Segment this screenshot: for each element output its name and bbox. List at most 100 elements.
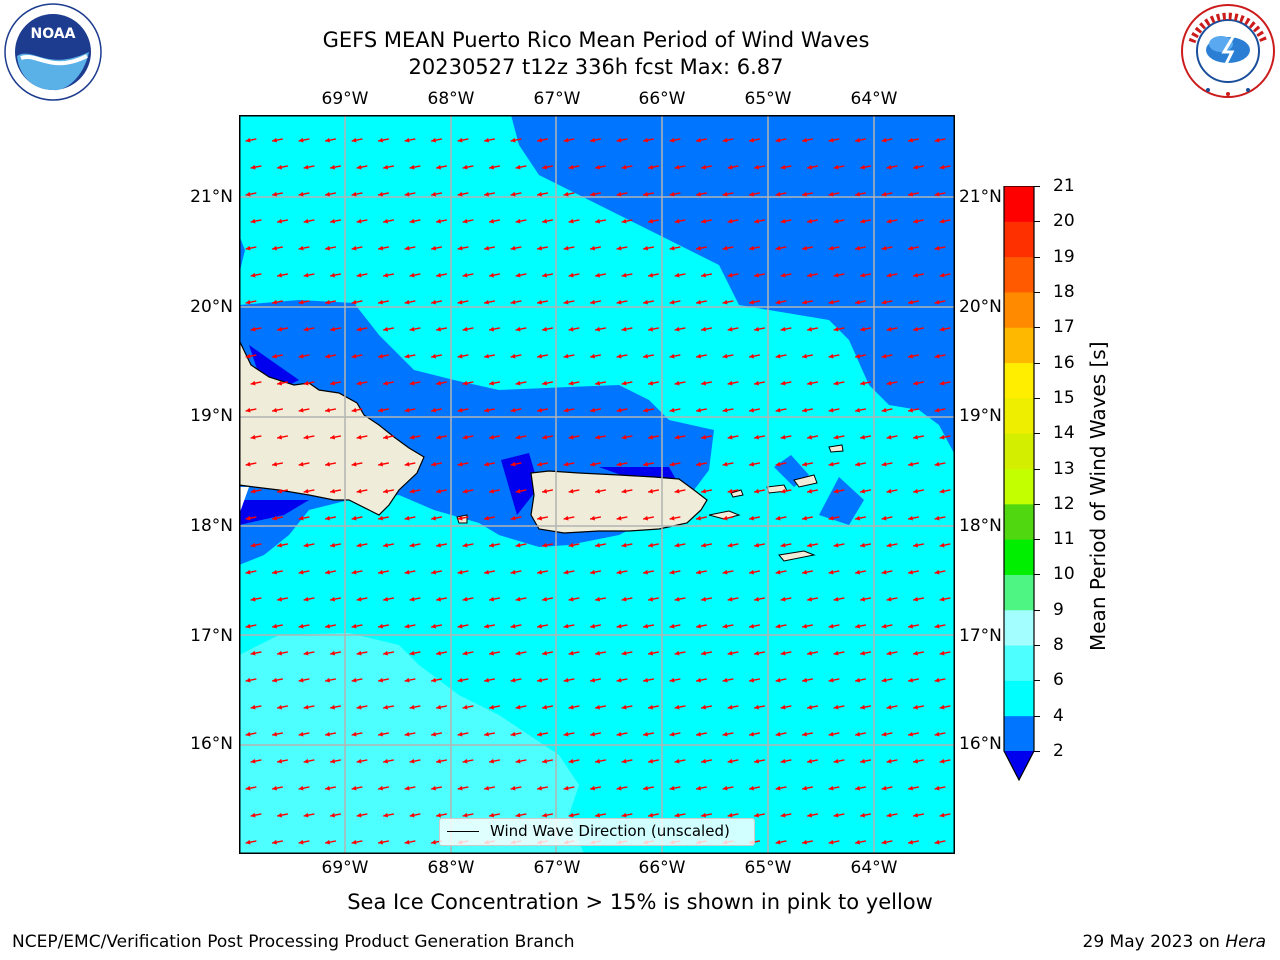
wave-direction-arrow (648, 164, 659, 170)
wave-direction-arrow (590, 623, 601, 629)
wave-direction-arrow (722, 677, 734, 683)
wave-direction-arrow (696, 785, 707, 791)
wave-direction-arrow (701, 164, 712, 170)
footer-date-text: 29 May 2023 on (1082, 932, 1226, 952)
wave-direction-arrow (457, 569, 469, 575)
wave-direction-arrow (568, 434, 580, 440)
wave-direction-arrow (457, 677, 469, 683)
wave-direction-arrow (484, 191, 495, 197)
wave-direction-arrow (727, 164, 739, 170)
wave-direction-arrow (537, 623, 548, 629)
wave-direction-arrow (939, 812, 951, 818)
wave-direction-arrow (383, 164, 394, 170)
wave-direction-arrow (330, 704, 341, 710)
wave-direction-arrow (436, 812, 447, 818)
wave-direction-arrow (351, 515, 363, 521)
wave-direction-arrow (378, 299, 389, 305)
wave-direction-arrow (669, 623, 681, 629)
wave-direction-arrow (568, 272, 580, 278)
colorbar-tick-mark (1034, 539, 1040, 541)
wave-direction-arrow (749, 785, 760, 791)
wave-direction-arrow (727, 758, 739, 764)
wave-direction-arrow (356, 704, 368, 710)
wave-direction-arrow (537, 353, 548, 359)
wave-direction-arrow (886, 542, 898, 548)
wave-direction-arrow (378, 461, 389, 467)
lon-label-bottom-69: 69°W (321, 858, 369, 878)
lat-label-left-20: 20°N (190, 297, 233, 317)
wave-direction-arrow (250, 596, 262, 602)
wave-direction-arrow (833, 542, 845, 548)
wave-direction-arrow (696, 245, 707, 251)
wave-direction-arrow (272, 623, 283, 629)
wave-direction-arrow (303, 218, 315, 224)
wave-direction-arrow (802, 569, 813, 575)
wave-direction-arrow (674, 218, 686, 224)
wave-direction-arrow (595, 488, 606, 494)
wave-direction-arrow (383, 650, 394, 656)
wave-direction-arrow (860, 542, 871, 548)
wave-direction-arrow (489, 326, 500, 332)
wave-direction-arrow (303, 812, 315, 818)
wave-direction-arrow (643, 569, 654, 575)
land-st-croix (778, 550, 816, 562)
lat-label-left-21: 21°N (190, 187, 233, 207)
wave-direction-arrow (780, 434, 792, 440)
colorbar-cell (1004, 327, 1034, 364)
wave-direction-arrow (542, 272, 553, 278)
wave-direction-arrow (431, 677, 442, 683)
wave-direction-arrow (303, 650, 315, 656)
wave-direction-arrow (828, 299, 840, 305)
wave-direction-arrow (749, 353, 760, 359)
wave-direction-arrow (489, 542, 500, 548)
wave-direction-arrow (643, 515, 654, 521)
wave-direction-arrow (696, 137, 707, 143)
colorbar-cell (1004, 468, 1034, 505)
wave-direction-arrow (775, 785, 787, 791)
wave-direction-arrow (908, 677, 919, 683)
wave-direction-arrow (643, 191, 654, 197)
wave-direction-arrow (409, 758, 421, 764)
wave-direction-arrow (537, 785, 548, 791)
wave-direction-arrow (303, 164, 315, 170)
wave-direction-arrow (436, 596, 447, 602)
contour-below-2-c (501, 453, 539, 515)
wave-direction-arrow (510, 623, 522, 629)
wave-direction-arrow (881, 245, 893, 251)
wave-direction-arrow (780, 812, 792, 818)
wave-direction-arrow (727, 650, 739, 656)
wave-direction-arrow (908, 839, 919, 845)
lon-label-top-68: 68°W (427, 89, 475, 109)
wave-direction-arrow (325, 785, 336, 791)
wave-direction-arrow (489, 704, 500, 710)
wave-direction-arrow (621, 704, 633, 710)
wave-direction-arrow (616, 569, 628, 575)
wave-direction-arrow (409, 704, 421, 710)
wave-direction-arrow (595, 596, 606, 602)
wave-direction-arrow (595, 380, 606, 386)
wave-direction-arrow (272, 245, 283, 251)
wave-direction-arrow (669, 407, 681, 413)
wave-direction-arrow (330, 272, 341, 278)
wave-direction-arrow (457, 731, 469, 737)
wave-direction-arrow (325, 407, 336, 413)
wave-direction-arrow (457, 407, 469, 413)
colorbar-tick-label: 14 (1053, 423, 1075, 444)
wave-direction-arrow (860, 434, 871, 440)
wave-direction-arrow (383, 704, 394, 710)
colorbar-cell (1004, 715, 1034, 752)
wave-direction-arrow (404, 569, 416, 575)
wave-direction-arrow (722, 785, 734, 791)
wave-direction-arrow (913, 596, 924, 602)
wave-direction-arrow (775, 353, 787, 359)
wave-direction-arrow (860, 488, 871, 494)
wave-direction-arrow (489, 380, 500, 386)
wave-direction-arrow (245, 245, 257, 251)
wave-direction-arrow (828, 677, 840, 683)
wave-direction-arrow (542, 812, 553, 818)
wave-direction-arrow (807, 542, 818, 548)
wave-direction-arrow (409, 596, 421, 602)
wave-direction-arrow (378, 407, 389, 413)
wave-direction-arrow (828, 785, 840, 791)
wave-direction-arrow (330, 326, 341, 332)
